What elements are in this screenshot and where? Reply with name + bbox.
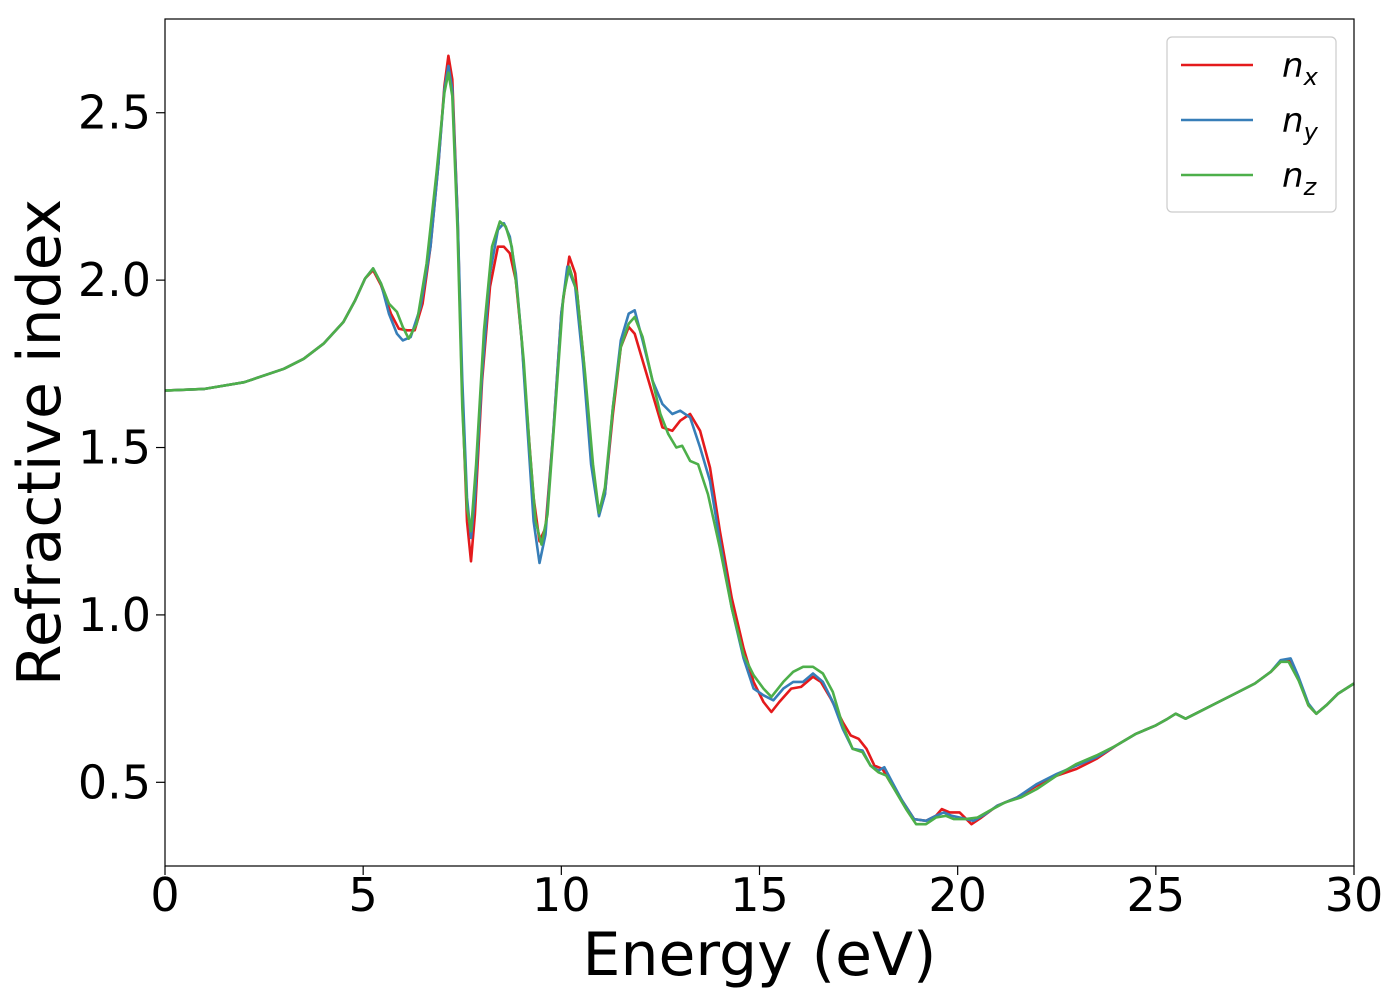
legend-label-subscript: y: [1303, 118, 1319, 146]
legend-label-subscript: z: [1303, 173, 1318, 201]
y-tick-label: 0.5: [78, 755, 151, 809]
legend-label-ny: ny: [1282, 101, 1319, 146]
legend-label-subscript: x: [1303, 63, 1319, 91]
legend-label-nz: nz: [1282, 156, 1318, 201]
x-tick-label: 30: [1325, 868, 1384, 922]
x-tick-label: 20: [928, 868, 987, 922]
x-tick-label: 0: [150, 868, 179, 922]
y-tick-label: 2.0: [78, 253, 151, 307]
series-line-nz: [164, 71, 1355, 826]
y-axis-title: Refractive index: [5, 199, 75, 686]
x-tick-label: 10: [532, 868, 591, 922]
y-axis: 0.5 1.0 1.5 2.0 2.5: [78, 86, 165, 809]
x-tick-label: 15: [730, 868, 789, 922]
legend-label-main: n: [1282, 101, 1304, 141]
legend-box: [1166, 36, 1337, 213]
x-tick-label: 25: [1127, 868, 1186, 922]
series-layer: [164, 54, 1355, 826]
y-tick-label: 1.5: [78, 421, 151, 475]
x-axis: 0 5 10 15 20 25 30: [150, 866, 1383, 922]
x-tick-label: 5: [349, 868, 378, 922]
legend-label-nx: nx: [1282, 46, 1319, 91]
y-tick-label: 2.5: [78, 86, 151, 140]
x-axis-title: Energy (eV): [583, 920, 937, 990]
y-tick-label: 1.0: [78, 588, 151, 642]
legend-label-main: n: [1282, 46, 1304, 86]
legend-label-main: n: [1282, 156, 1304, 196]
